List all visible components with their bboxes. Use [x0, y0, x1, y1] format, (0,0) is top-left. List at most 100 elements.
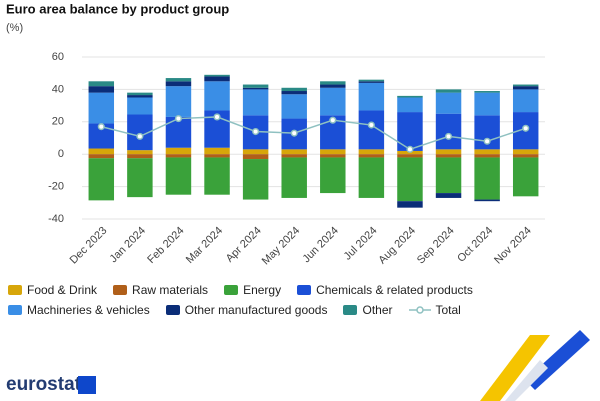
deco-yellow	[480, 335, 550, 401]
bar-segment	[397, 97, 423, 113]
bar-segment	[474, 199, 500, 202]
legend-label: Other	[362, 303, 393, 317]
legend-item[interactable]: Food & Drink	[8, 283, 97, 297]
total-line	[101, 116, 526, 151]
bar-segment	[397, 157, 423, 202]
bar-segment	[281, 149, 307, 155]
bar-segment	[204, 81, 230, 111]
bar-segment	[358, 82, 385, 111]
bar-segment	[358, 149, 385, 155]
total-marker	[174, 115, 183, 123]
bar-segment	[320, 84, 346, 88]
chart-subtitle: (%)	[6, 22, 23, 34]
legend-item[interactable]: Raw materials	[113, 283, 208, 297]
y-tick-label: 20	[52, 116, 64, 128]
bar-segment	[512, 154, 539, 158]
legend-item[interactable]: Machineries & vehicles	[8, 303, 150, 317]
bar-segment	[320, 149, 346, 155]
bar-segment	[474, 154, 500, 158]
bar-segment	[320, 87, 346, 116]
bar-segment	[358, 79, 385, 82]
bar-segment	[127, 92, 153, 96]
bar-segment	[397, 112, 423, 151]
bar-segment	[127, 158, 153, 198]
bar-segment	[320, 154, 346, 158]
total-marker	[136, 132, 144, 140]
bar-segment	[474, 91, 500, 93]
legend-swatch	[343, 305, 358, 315]
legend-swatch	[297, 285, 312, 295]
bar-segment	[88, 148, 115, 155]
bar-segment	[512, 89, 539, 113]
total-marker	[329, 116, 337, 124]
bar-segment	[358, 157, 385, 198]
bar-segment	[242, 89, 269, 116]
legend-item[interactable]: Total	[408, 303, 461, 317]
bar-segment	[474, 149, 500, 155]
legend-label: Energy	[243, 283, 282, 297]
bar-segment	[281, 94, 307, 119]
bar-segment	[88, 86, 115, 93]
bar-segment	[204, 147, 230, 155]
total-marker	[406, 145, 414, 153]
x-tick-label: Jan 2024	[108, 225, 148, 265]
legend-item[interactable]: Chemicals & related products	[297, 283, 473, 297]
bar-segment	[474, 92, 500, 116]
bar-segment	[397, 201, 423, 208]
bar-segment	[512, 86, 539, 90]
total-marker	[213, 113, 221, 121]
bar-segment	[88, 92, 115, 124]
bar-segment	[127, 97, 153, 115]
legend-label: Chemicals & related products	[316, 283, 473, 297]
bar-segment	[397, 154, 423, 158]
x-tick-label: Apr 2024	[224, 225, 264, 265]
bar-segment	[435, 89, 462, 93]
bar-segment	[204, 157, 230, 195]
bar-segment	[242, 149, 269, 155]
bar-segment	[88, 158, 115, 201]
bar-segment	[127, 95, 153, 98]
total-marker	[444, 132, 453, 140]
bar-segment	[88, 81, 115, 87]
legend-swatch	[8, 305, 22, 315]
bar-segment	[435, 157, 462, 194]
bar-segment	[397, 95, 423, 98]
bar-segment	[242, 84, 269, 88]
logo-text: eurostat	[6, 374, 82, 395]
chart-title: Euro area balance by product group	[6, 1, 229, 16]
bar-segment	[512, 157, 539, 197]
y-tick-label: -20	[48, 181, 64, 193]
bar-segment	[165, 81, 192, 87]
legend-item[interactable]: Other	[343, 303, 393, 317]
bar-segment	[281, 157, 307, 198]
x-tick-label: Feb 2024	[145, 225, 186, 266]
x-tick-label: Aug 2024	[376, 225, 418, 267]
bar-segment	[358, 154, 385, 158]
bar-segment	[165, 157, 192, 195]
bar-segment	[242, 154, 269, 160]
legend-label: Machineries & vehicles	[27, 303, 150, 317]
bar-segment	[435, 92, 462, 114]
total-marker	[97, 123, 105, 131]
bar-segment	[204, 154, 230, 158]
legend-label: Total	[435, 303, 461, 317]
x-tick-label: Jul 2024	[342, 225, 380, 263]
x-tick-label: Mar 2024	[184, 225, 225, 266]
legend-item[interactable]: Other manufactured goods	[165, 303, 327, 317]
x-tick-label: Nov 2024	[492, 225, 534, 267]
legend-label: Food & Drink	[27, 283, 98, 297]
x-tick-label: Sep 2024	[415, 225, 457, 267]
bar-segment	[320, 157, 346, 194]
bar-segment	[204, 76, 230, 82]
bar-segment	[512, 149, 539, 155]
bar-segment	[358, 81, 385, 83]
legend-item[interactable]: Energy	[224, 283, 281, 297]
total-marker	[367, 121, 375, 129]
legend-swatch	[8, 285, 22, 295]
y-tick-label: 60	[52, 51, 64, 63]
total-marker	[483, 137, 491, 145]
bar-segment	[165, 78, 192, 82]
legend: Food & Drink Raw materials Energy Chemicals…	[8, 283, 598, 317]
legend-swatch	[224, 285, 239, 295]
